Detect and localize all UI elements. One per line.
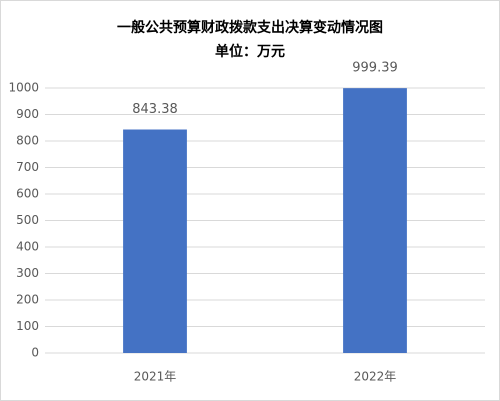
chart-subtitle: 单位：万元 (215, 43, 285, 60)
y-tick-label: 100 (16, 319, 39, 333)
y-tick-label: 500 (16, 213, 39, 227)
data-label: 843.38 (132, 102, 178, 117)
y-tick-label: 200 (16, 293, 39, 307)
data-label: 999.39 (352, 61, 398, 76)
y-tick-label: 300 (16, 266, 39, 280)
y-tick-label: 0 (31, 346, 39, 360)
y-tick-label: 600 (16, 187, 39, 201)
y-tick-label: 800 (16, 134, 39, 148)
x-tick-label: 2022年 (354, 370, 397, 384)
x-tick-label: 2021年 (134, 370, 177, 384)
bar (343, 88, 407, 353)
y-tick-label: 700 (16, 160, 39, 174)
chart-title: 一般公共预算财政拨款支出决算变动情况图 (117, 19, 383, 36)
bar (123, 129, 187, 353)
y-tick-label: 400 (16, 240, 39, 254)
y-tick-label: 900 (16, 107, 39, 121)
y-tick-label: 1000 (8, 81, 39, 95)
